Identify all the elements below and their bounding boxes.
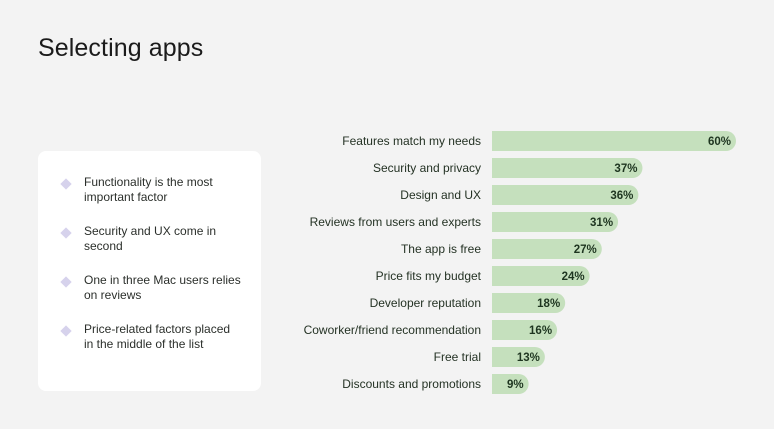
insight-text: One in three Mac users relies on reviews	[84, 273, 241, 302]
insight-item: One in three Mac users relies on reviews	[60, 273, 242, 303]
insight-text: Functionality is the most important fact…	[84, 175, 213, 204]
insight-text: Price-related factors placed in the midd…	[84, 322, 231, 351]
insight-text: Security and UX come in second	[84, 224, 217, 253]
category-label: Price fits my budget	[376, 269, 482, 283]
category-label: Free trial	[434, 350, 481, 364]
value-label: 36%	[610, 190, 633, 202]
value-label: 24%	[562, 271, 585, 283]
bar	[492, 212, 619, 232]
category-label: Discounts and promotions	[342, 377, 481, 391]
category-label: The app is free	[401, 242, 481, 256]
value-label: 16%	[529, 325, 552, 337]
bar	[492, 131, 736, 151]
insight-item: Security and UX come in second	[60, 224, 242, 254]
value-label: 13%	[517, 352, 540, 364]
category-label: Design and UX	[400, 188, 481, 202]
page-title: Selecting apps	[38, 34, 204, 62]
insight-item: Price-related factors placed in the midd…	[60, 322, 242, 352]
category-label: Reviews from users and experts	[310, 215, 481, 229]
bar	[492, 239, 602, 259]
value-label: 31%	[590, 217, 613, 229]
category-label: Developer reputation	[370, 296, 481, 310]
value-label: 18%	[537, 298, 560, 310]
insights-card: Functionality is the most important fact…	[38, 151, 261, 391]
bar	[492, 293, 566, 313]
value-label: 60%	[708, 136, 731, 148]
value-label: 27%	[574, 244, 597, 256]
value-label: 37%	[614, 163, 637, 175]
category-label: Security and privacy	[373, 161, 481, 175]
bar	[492, 347, 545, 367]
bar	[492, 158, 643, 179]
bar	[492, 185, 639, 205]
bar	[492, 266, 590, 286]
category-label: Coworker/friend recommendation	[304, 323, 481, 337]
insight-item: Functionality is the most important fact…	[60, 175, 242, 205]
value-label: 9%	[507, 379, 524, 391]
category-label: Features match my needs	[342, 134, 481, 148]
bar	[492, 320, 558, 340]
bar	[492, 374, 529, 394]
